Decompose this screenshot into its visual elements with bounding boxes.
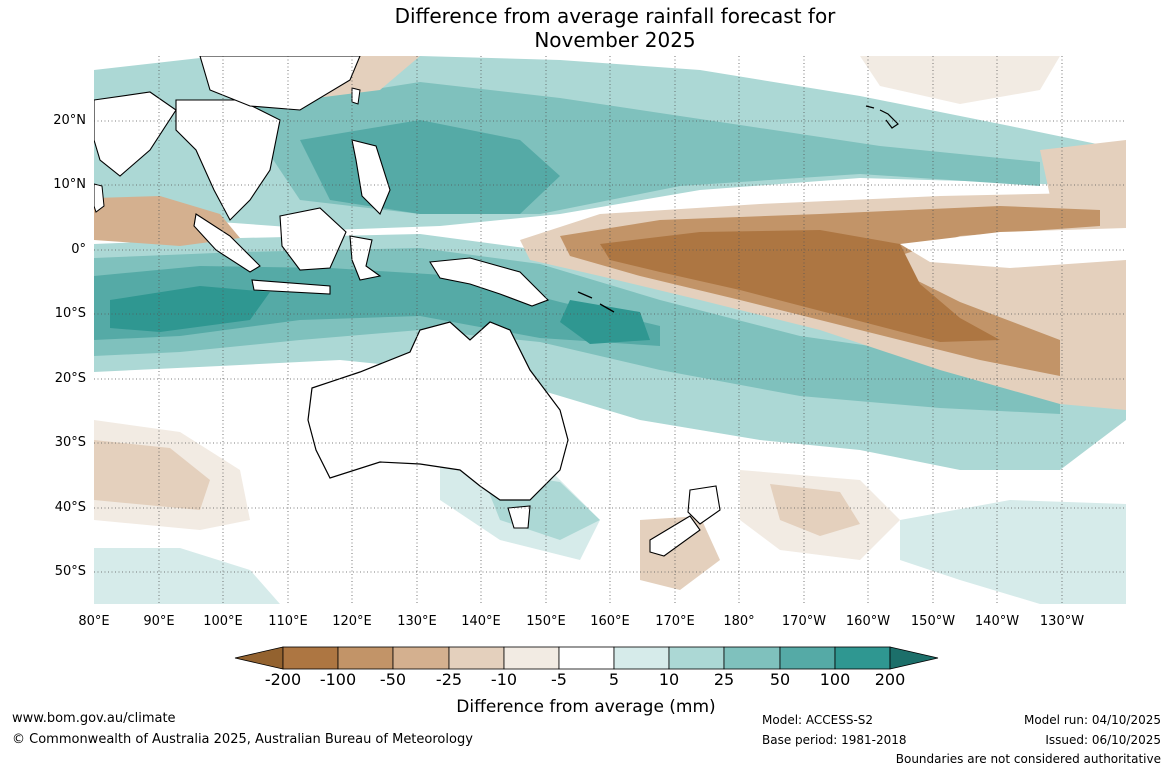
- colorbar-bin-wet-25: [668, 646, 725, 670]
- lat-label-10n: 10°N: [53, 177, 86, 192]
- footer-model-run: Model run: 04/10/2025: [1023, 713, 1161, 727]
- colorbar-bin-wet-200: [834, 646, 891, 670]
- colorbar-tick-minus-25: -25: [435, 670, 463, 689]
- footer-issued: Issued: 06/10/2025: [1045, 733, 1161, 747]
- colorbar-tick-25: 25: [713, 670, 735, 689]
- colorbar: [234, 646, 939, 670]
- lon-label-160w: 160°W: [845, 614, 891, 629]
- lat-label-20s: 20°S: [54, 371, 86, 386]
- sumatra-landmass: [193, 213, 261, 273]
- wet-region-indian-ocean-strong: [110, 286, 270, 332]
- lon-label-140w: 140°W: [974, 614, 1020, 629]
- china-landmass: [199, 56, 361, 111]
- chart-title-line1: Difference from average rainfall forecas…: [394, 4, 836, 28]
- colorbar-tick-5: 5: [608, 670, 620, 689]
- tasmania-landmass: [507, 505, 531, 529]
- colorbar-title: Difference from average (mm): [456, 697, 716, 717]
- lon-label-150w: 150°W: [910, 614, 956, 629]
- colorbar-bin-wet-100: [779, 646, 836, 670]
- taiwan-landmass: [351, 87, 361, 105]
- india-landmass: [94, 91, 177, 177]
- new-guinea-landmass: [429, 257, 549, 307]
- wet-region-south-pacific: [900, 500, 1126, 604]
- lon-label-90e: 90°E: [143, 614, 175, 629]
- graticule: [94, 56, 1126, 604]
- wet-region-itcz-east: [900, 228, 1126, 268]
- colorbar-tick-50: 50: [769, 670, 791, 689]
- colorbar-tick-100: 100: [819, 670, 851, 689]
- borneo-landmass: [279, 207, 347, 271]
- lat-label-10s: 10°S: [54, 306, 86, 321]
- hawaii-islands: [865, 105, 899, 129]
- sri-lanka-landmass: [94, 183, 105, 213]
- colorbar-bin-neutral: [558, 646, 615, 670]
- wet-region-southern-ocean-west: [94, 548, 280, 604]
- colorbar-bin-wet-50: [723, 646, 781, 670]
- colorbar-extend-wet: [889, 646, 939, 670]
- lon-label-160e: 160°E: [590, 614, 630, 629]
- lat-label-40s: 40°S: [54, 500, 86, 515]
- footer-base-period: Base period: 1981-2018: [762, 733, 907, 747]
- wet-region-coral-sea-strong: [560, 300, 650, 344]
- colorbar-bin-dry-200: [282, 646, 339, 670]
- colorbar-tick-minus-10: -10: [490, 670, 518, 689]
- footer-disclaimer: Boundaries are not considered authoritat…: [895, 752, 1161, 766]
- colorbar-tick-10: 10: [658, 670, 680, 689]
- dry-region-south-pacific-core: [770, 484, 860, 536]
- lon-label-130e: 130°E: [397, 614, 437, 629]
- colorbar-tick-minus-100: -100: [319, 670, 357, 689]
- indochina-landmass: [175, 99, 281, 221]
- colorbar-tick-minus-5: -5: [551, 670, 567, 689]
- colorbar-extend-dry: [234, 646, 284, 670]
- lat-label-0: 0°: [71, 242, 86, 257]
- colorbar-bin-wet-10: [613, 646, 670, 670]
- dry-region-north-pacific: [860, 56, 1060, 104]
- lon-label-140e: 140°E: [461, 614, 501, 629]
- footer-model: Model: ACCESS-S2: [762, 713, 874, 727]
- lon-label-80e: 80°E: [78, 614, 110, 629]
- lon-label-170e: 170°E: [655, 614, 695, 629]
- colorbar-tick-minus-50: -50: [379, 670, 407, 689]
- chart-title: Difference from average rainfall forecas…: [0, 4, 1173, 52]
- lon-label-180: 180°: [723, 614, 755, 629]
- footer-url[interactable]: www.bom.gov.au/climate: [12, 711, 176, 726]
- colorbar-bin-dry-100: [337, 646, 394, 670]
- dry-region-east-north-pacific: [1040, 140, 1126, 200]
- colorbar-bin-dry-25: [448, 646, 505, 670]
- wet-region-indian-ocean-core: [94, 266, 660, 346]
- lon-label-170w: 170°W: [781, 614, 827, 629]
- lon-label-150e: 150°E: [526, 614, 566, 629]
- lat-label-50s: 50°S: [54, 564, 86, 579]
- dry-region-south-indian-core: [94, 440, 210, 510]
- lon-label-130w: 130°W: [1039, 614, 1085, 629]
- chart-title-line2: November 2025: [534, 28, 696, 52]
- philippines-landmass: [351, 139, 391, 215]
- lat-label-30s: 30°S: [54, 435, 86, 450]
- colorbar-tick-minus-200: -200: [264, 670, 302, 689]
- java-landmass: [251, 279, 331, 295]
- footer-copyright: © Commonwealth of Australia 2025, Austra…: [12, 732, 473, 747]
- lon-label-110e: 110°E: [268, 614, 308, 629]
- colorbar-bin-dry-10: [503, 646, 560, 670]
- lat-label-20n: 20°N: [53, 113, 86, 128]
- lon-label-100e: 100°E: [203, 614, 243, 629]
- australia-landmass: [307, 321, 569, 501]
- new-zealand-north: [687, 485, 721, 525]
- lon-label-120e: 120°E: [332, 614, 372, 629]
- colorbar-tick-200: 200: [874, 670, 906, 689]
- colorbar-bin-dry-50: [392, 646, 450, 670]
- solomon-islands: [577, 291, 615, 313]
